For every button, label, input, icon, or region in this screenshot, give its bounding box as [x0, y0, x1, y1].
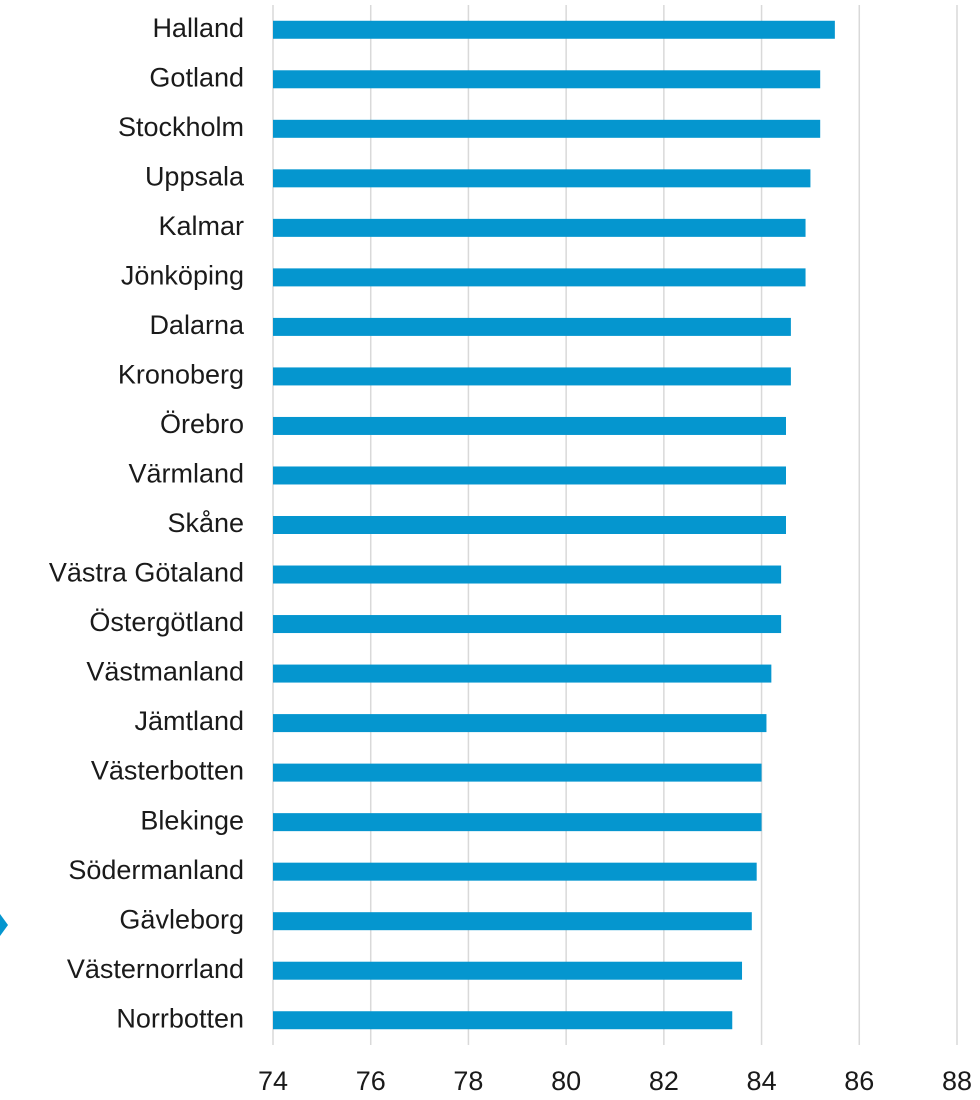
bar: [273, 961, 743, 980]
bar: [273, 664, 772, 683]
highlight-marker: [0, 914, 8, 936]
x-tick-label: 88: [942, 1066, 972, 1096]
y-tick-label: Gävleborg: [119, 904, 244, 934]
y-tick-label: Gotland: [149, 62, 244, 92]
y-tick-label: Kalmar: [158, 211, 244, 241]
y-tick-label: Södermanland: [68, 855, 244, 885]
bar: [273, 813, 762, 832]
bar: [273, 119, 821, 138]
bar: [273, 565, 782, 584]
bar: [273, 862, 757, 881]
bar: [273, 466, 786, 485]
y-tick-label: Östergötland: [89, 607, 244, 637]
bar: [273, 714, 767, 733]
y-tick-label: Dalarna: [149, 310, 245, 340]
bar: [273, 268, 806, 287]
y-tick-label: Stockholm: [118, 112, 244, 142]
y-tick-label: Västra Götaland: [49, 558, 244, 588]
x-tick-label: 74: [258, 1066, 288, 1096]
x-tick-label: 86: [844, 1066, 874, 1096]
y-tick-label: Blekinge: [140, 805, 244, 835]
bar: [273, 516, 786, 534]
bar: [273, 317, 791, 336]
y-tick-label: Kronoberg: [118, 360, 244, 390]
bar: [273, 615, 782, 634]
bar: [273, 169, 811, 188]
y-tick-label: Värmland: [128, 459, 244, 489]
x-tick-label: 82: [649, 1066, 679, 1096]
x-tick-label: 76: [356, 1066, 386, 1096]
y-tick-label: Uppsala: [145, 161, 245, 191]
y-tick-label: Jämtland: [134, 706, 244, 736]
bar: [273, 763, 762, 782]
bar: [273, 70, 821, 89]
bar: [273, 912, 752, 931]
y-tick-label: Västerbotten: [91, 756, 244, 786]
x-tick-label: 84: [747, 1066, 777, 1096]
y-tick-label: Örebro: [160, 409, 244, 439]
y-tick-label: Skåne: [167, 508, 244, 538]
bar: [273, 367, 791, 386]
x-tick-label: 78: [453, 1066, 483, 1096]
y-tick-label: Norrbotten: [116, 1003, 244, 1033]
bar: [273, 416, 786, 435]
y-tick-label: Västernorrland: [67, 954, 244, 984]
bar: [273, 218, 806, 237]
y-tick-label: Västmanland: [86, 657, 244, 687]
bar: [273, 20, 835, 39]
y-tick-label: Halland: [152, 13, 244, 43]
y-tick-label: Jönköping: [121, 261, 244, 291]
x-tick-label: 80: [551, 1066, 581, 1096]
bar: [273, 1011, 733, 1030]
